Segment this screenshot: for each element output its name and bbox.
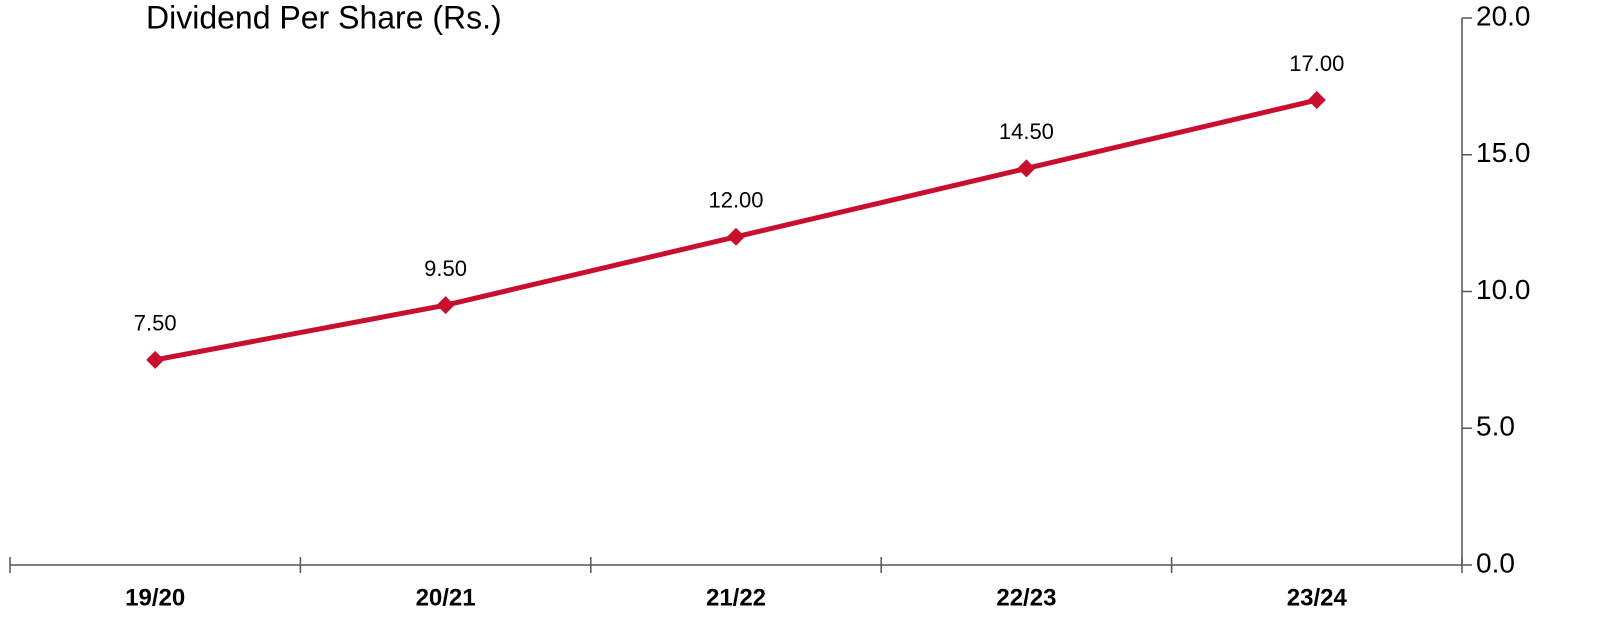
x-tick-label: 19/20 (125, 584, 185, 611)
y-tick-label: 15.0 (1476, 137, 1531, 168)
marker (436, 296, 455, 315)
data-label: 17.00 (1289, 51, 1344, 76)
marker (1307, 91, 1326, 110)
marker (727, 227, 745, 246)
x-tick-label: 20/21 (416, 584, 476, 611)
y-tick-label: 10.0 (1476, 274, 1531, 305)
y-tick-label: 5.0 (1476, 411, 1515, 442)
data-label: 14.50 (999, 119, 1054, 144)
data-label: 12.00 (708, 188, 763, 213)
chart-title: Dividend Per Share (Rs.) (146, 0, 502, 35)
y-tick-label: 0.0 (1476, 547, 1515, 578)
marker (146, 350, 165, 369)
marker (1017, 159, 1036, 178)
x-tick-label: 22/23 (996, 584, 1056, 611)
x-tick-label: 23/24 (1287, 584, 1348, 611)
data-label: 7.50 (134, 311, 177, 336)
data-label: 9.50 (424, 256, 467, 281)
y-tick-label: 20.0 (1476, 0, 1531, 31)
x-tick-label: 21/22 (706, 584, 766, 611)
